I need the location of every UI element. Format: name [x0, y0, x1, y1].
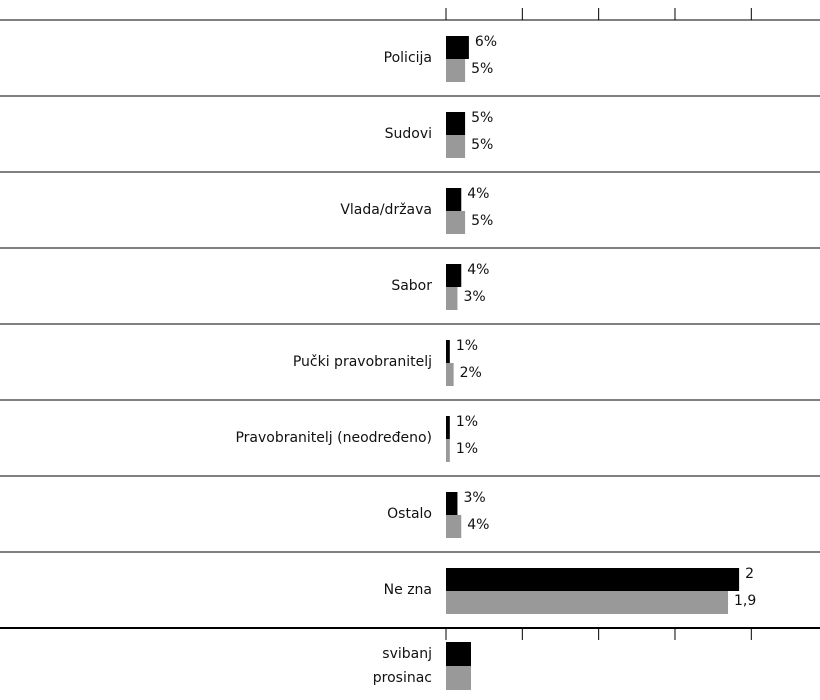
bar	[446, 211, 466, 234]
bar	[446, 416, 450, 439]
value-label: 2%	[460, 365, 482, 381]
value-label: 4%	[467, 517, 489, 533]
bar	[446, 135, 466, 158]
value-label: 5%	[471, 61, 493, 77]
bar	[446, 439, 450, 462]
legend-label: prosinac	[373, 670, 432, 686]
category-label: Pravobranitelj (neodređeno)	[235, 430, 432, 446]
bar	[446, 264, 462, 287]
value-label: 5%	[471, 137, 493, 153]
bar	[446, 568, 740, 591]
value-label: 4%	[467, 262, 489, 278]
value-label: 1%	[456, 338, 478, 354]
bar	[446, 112, 466, 135]
bar	[446, 36, 469, 59]
category-label: Sabor	[391, 278, 432, 294]
legend-swatch	[446, 666, 471, 690]
category-label: Ne zna	[384, 582, 432, 598]
bar	[446, 340, 450, 363]
category-label: Ostalo	[387, 506, 432, 522]
value-label: 1,9	[734, 593, 756, 609]
bar	[446, 515, 462, 538]
value-label: 3%	[463, 289, 485, 305]
bar	[446, 363, 454, 386]
category-label: Pučki pravobranitelj	[293, 354, 432, 370]
value-label: 4%	[467, 186, 489, 202]
value-label: 1%	[456, 414, 478, 430]
value-label: 5%	[471, 213, 493, 229]
bar	[446, 287, 458, 310]
value-label: 1%	[456, 441, 478, 457]
legend-label: svibanj	[382, 646, 432, 662]
bar	[446, 188, 462, 211]
value-label: 2	[745, 566, 754, 582]
legend-swatch	[446, 642, 471, 666]
category-label: Vlada/država	[340, 202, 432, 218]
bar	[446, 591, 729, 614]
bar	[446, 492, 458, 515]
category-label: Policija	[384, 50, 432, 66]
category-label: Sudovi	[385, 126, 432, 142]
bar	[446, 59, 466, 82]
value-label: 5%	[471, 110, 493, 126]
value-label: 3%	[463, 490, 485, 506]
value-label: 6%	[475, 34, 497, 50]
